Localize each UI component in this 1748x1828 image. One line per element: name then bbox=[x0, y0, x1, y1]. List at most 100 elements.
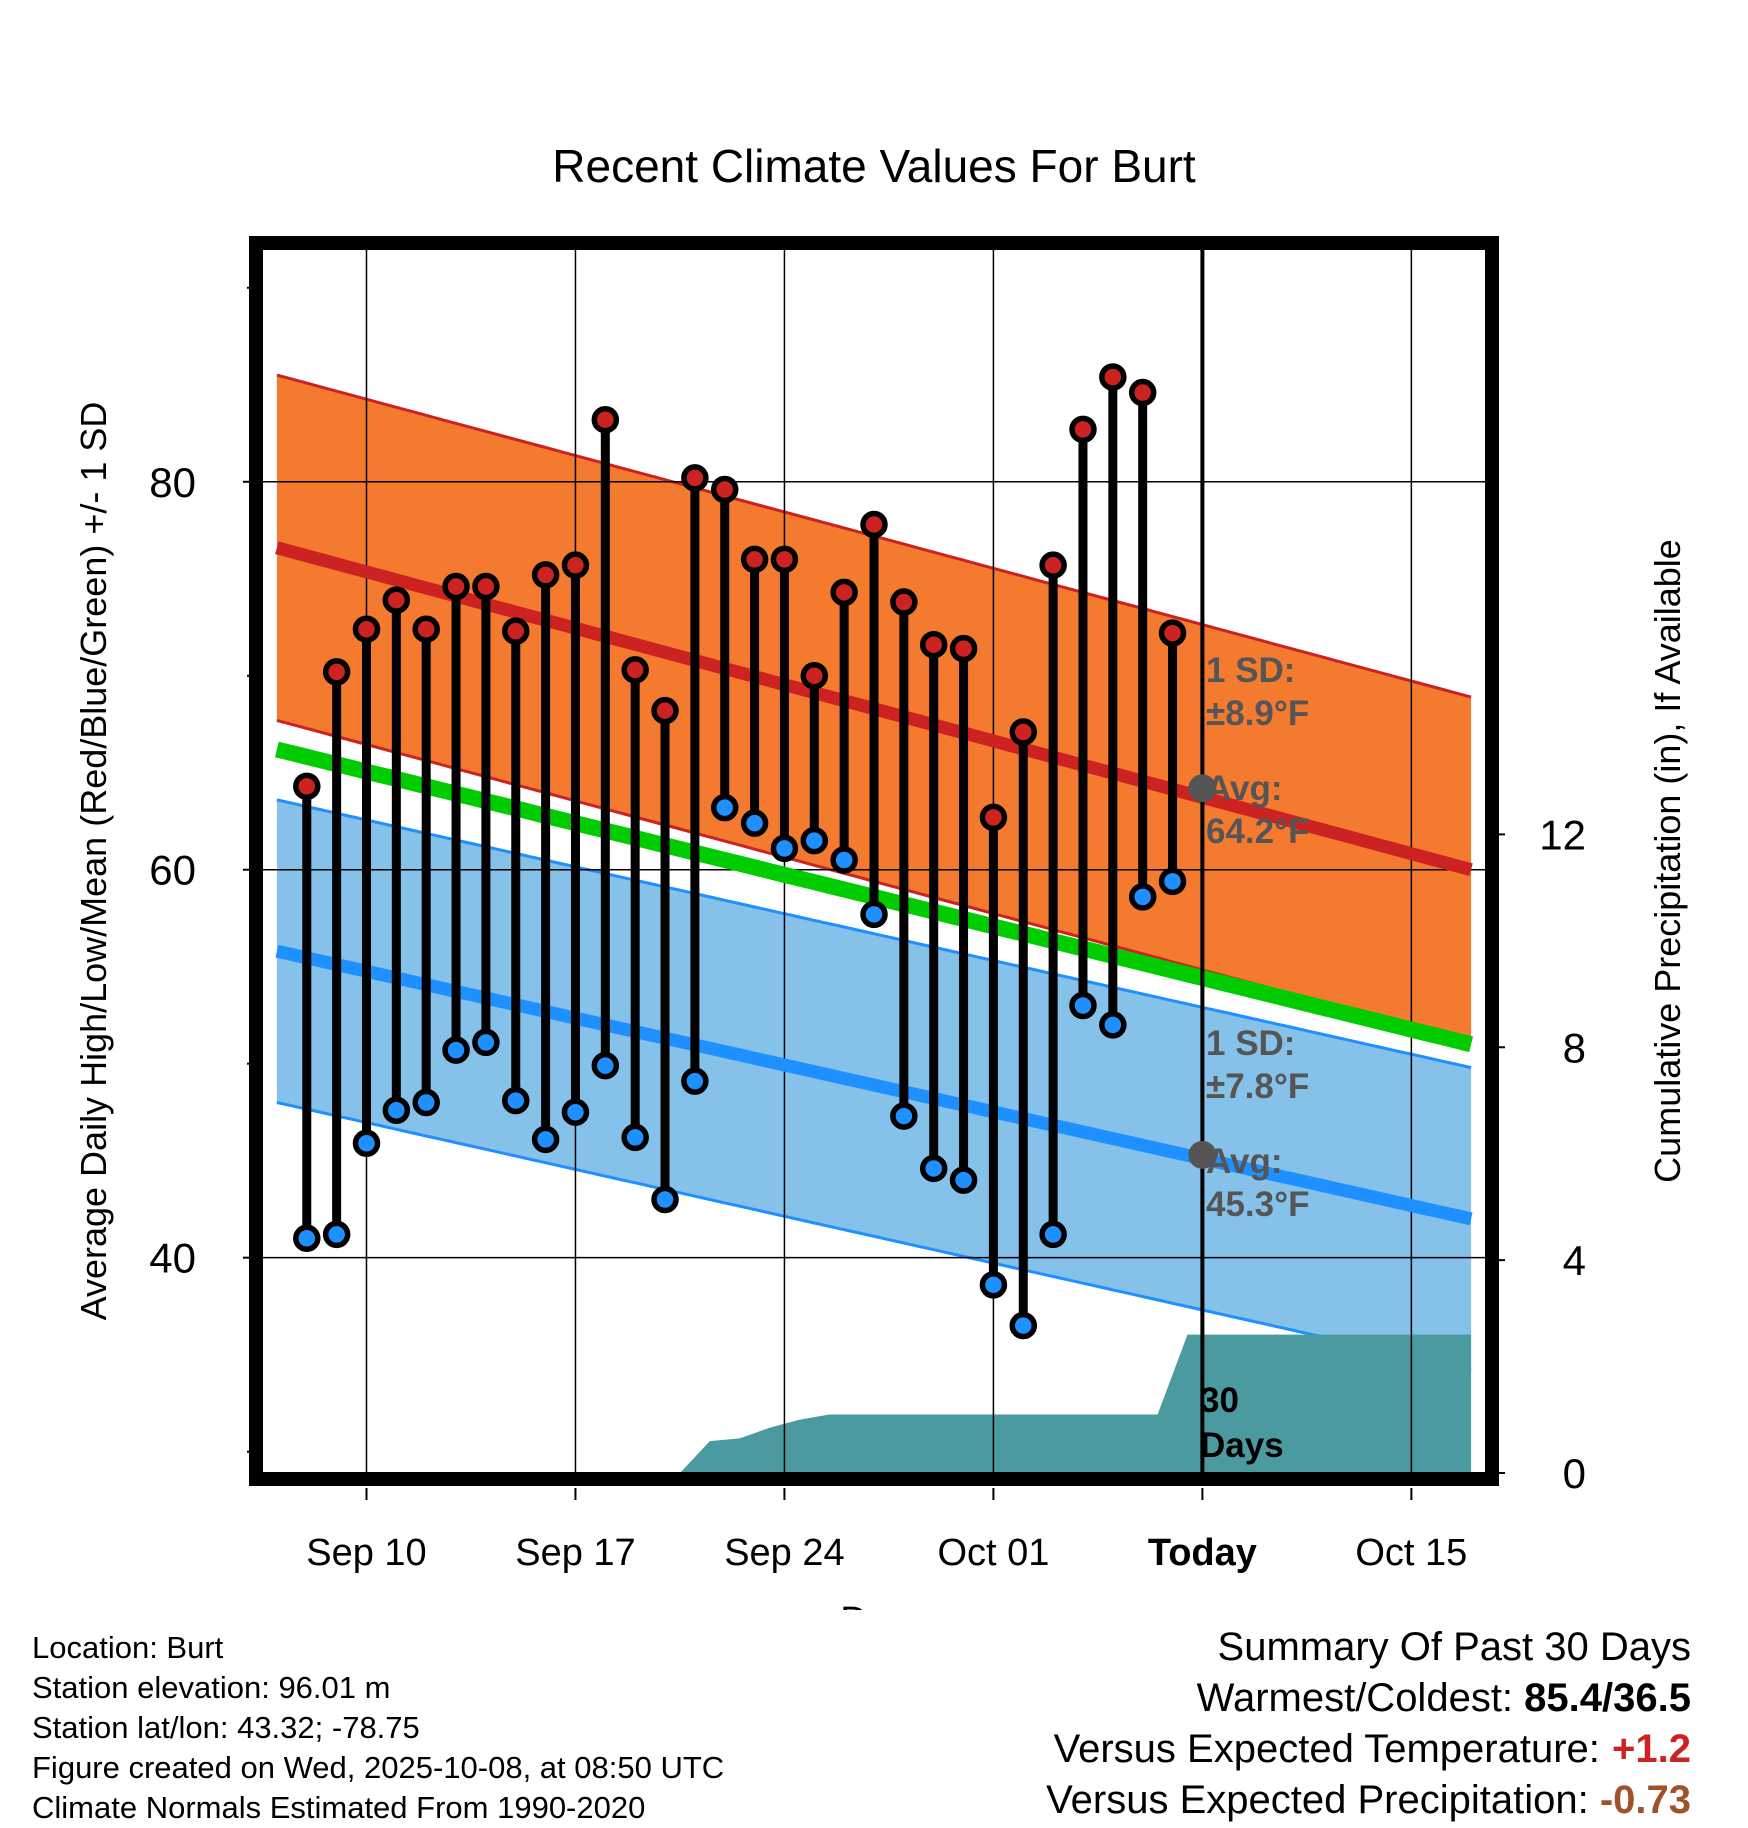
daily-low-point bbox=[1128, 883, 1157, 911]
daily-low-point bbox=[651, 1185, 679, 1214]
high-avg-label: Avg: bbox=[1206, 769, 1282, 808]
daily-low-point bbox=[472, 1028, 500, 1057]
daily-high-point bbox=[1128, 378, 1157, 407]
y-axis-label: Average Daily High/Low/Mean (Red/Blue/Gr… bbox=[73, 402, 114, 1321]
daily-low-point bbox=[293, 1224, 321, 1253]
daily-high-point bbox=[770, 545, 799, 574]
daily-high-point bbox=[710, 475, 739, 504]
daily-low-point bbox=[591, 1051, 620, 1080]
daily-high-point bbox=[740, 545, 769, 574]
daily-high-point bbox=[681, 464, 709, 492]
x-tick-label: Sep 24 bbox=[724, 1532, 844, 1574]
daily-high-point bbox=[502, 617, 530, 645]
warmest-coldest-label: Warmest/Coldest: bbox=[1196, 1676, 1514, 1720]
station-latlon: Station lat/lon: 43.32; -78.75 bbox=[32, 1710, 420, 1745]
daily-high-point bbox=[800, 662, 829, 690]
daily-low-point bbox=[681, 1067, 709, 1095]
cumulative-precip-area bbox=[276, 1334, 1472, 1473]
daily-high-point bbox=[322, 658, 351, 686]
y2-tick-label: 8 bbox=[1563, 1024, 1586, 1071]
daily-high-point bbox=[442, 572, 470, 601]
low-avg-label: Avg: bbox=[1206, 1142, 1282, 1181]
daily-low-point bbox=[919, 1154, 948, 1183]
daily-high-point bbox=[949, 634, 978, 663]
climate-chart: Recent Climate Values For Burt 1 SD: ±8.… bbox=[73, 140, 1688, 1610]
summary-precip: Versus Expected Precipitation: -0.73 bbox=[1046, 1775, 1691, 1826]
x-tick-label: Oct 15 bbox=[1355, 1532, 1467, 1574]
station-elevation: Station elevation: 96.01 m bbox=[32, 1670, 391, 1705]
daily-high-point bbox=[1009, 718, 1038, 746]
temp-label: Versus Expected Temperature: bbox=[1053, 1727, 1600, 1771]
period-label-number: 30 bbox=[1200, 1381, 1239, 1420]
daily-low-point bbox=[442, 1036, 470, 1064]
daily-low-point bbox=[1069, 991, 1097, 1020]
normal-low-lower-line bbox=[276, 1101, 1472, 1372]
y-tick-label: 40 bbox=[149, 1235, 196, 1282]
station-location: Location: Burt bbox=[32, 1630, 224, 1665]
daily-low-point bbox=[770, 834, 799, 863]
daily-low-point bbox=[740, 809, 769, 837]
daily-low-point bbox=[949, 1166, 978, 1194]
daily-low-point bbox=[322, 1220, 351, 1249]
daily-high-point bbox=[293, 772, 321, 801]
daily-high-point bbox=[651, 696, 679, 725]
daily-high-point bbox=[591, 405, 620, 434]
daily-low-point bbox=[860, 900, 888, 929]
daily-high-point bbox=[1158, 619, 1187, 647]
x-tick-label: Today bbox=[1148, 1532, 1257, 1574]
daily-low-point bbox=[890, 1102, 918, 1130]
high-avg-value: 64.2°F bbox=[1206, 812, 1310, 851]
high-sd-value: ±8.9°F bbox=[1206, 694, 1309, 733]
low-avg-value: 45.3°F bbox=[1206, 1185, 1310, 1224]
chart-title: Recent Climate Values For Burt bbox=[552, 140, 1196, 192]
daily-high-point bbox=[1069, 415, 1097, 444]
daily-low-point bbox=[1009, 1311, 1038, 1340]
y-tick-label: 80 bbox=[149, 459, 196, 506]
daily-low-point bbox=[979, 1271, 1008, 1299]
daily-low-point bbox=[531, 1125, 560, 1154]
summary-title: Summary Of Past 30 Days bbox=[1217, 1625, 1691, 1669]
daily-markers bbox=[293, 363, 1187, 1340]
daily-high-point bbox=[561, 551, 590, 579]
daily-high-point bbox=[531, 561, 560, 589]
daily-low-point bbox=[621, 1123, 649, 1152]
summary-panel: Summary Of Past 30 Days Warmest/Coldest:… bbox=[1046, 1622, 1691, 1826]
daily-high-point bbox=[830, 578, 858, 607]
y2-tick-label: 12 bbox=[1539, 811, 1586, 858]
low-sd-value: ±7.8°F bbox=[1206, 1067, 1309, 1106]
daily-low-point bbox=[1039, 1220, 1067, 1249]
daily-high-point bbox=[1039, 551, 1067, 579]
daily-high-point bbox=[352, 615, 381, 643]
y2-axis-label: Cumulative Precipitation (in), If Availa… bbox=[1647, 539, 1688, 1183]
warmest-coldest-value: 85.4/36.5 bbox=[1524, 1676, 1691, 1720]
daily-high-point bbox=[919, 630, 948, 659]
axes: Sep 10 Sep 17 Sep 24 Oct 01 Today Oct 1540608… bbox=[149, 286, 1586, 1574]
daily-high-point bbox=[412, 615, 440, 643]
normal-low-line bbox=[275, 944, 1473, 1226]
summary-warmest-coldest: Warmest/Coldest: 85.4/36.5 bbox=[1046, 1673, 1691, 1724]
daily-low-point bbox=[1158, 867, 1187, 896]
figure-created: Figure created on Wed, 2025-10-08, at 08… bbox=[32, 1750, 725, 1785]
low-sd-label: 1 SD: bbox=[1206, 1024, 1295, 1063]
daily-range-stems bbox=[302, 377, 1178, 1326]
daily-high-point bbox=[472, 572, 500, 601]
daily-high-point bbox=[979, 803, 1008, 832]
y2-tick-label: 0 bbox=[1563, 1450, 1586, 1497]
daily-low-point bbox=[412, 1088, 440, 1117]
high-sd-label: 1 SD: bbox=[1206, 651, 1295, 690]
period-label-unit: Days bbox=[1200, 1426, 1284, 1465]
summary-temp: Versus Expected Temperature: +1.2 bbox=[1046, 1724, 1691, 1775]
y2-tick-label: 4 bbox=[1563, 1237, 1586, 1284]
daily-low-point bbox=[800, 826, 829, 855]
daily-low-point bbox=[1099, 1011, 1127, 1039]
daily-high-point bbox=[621, 656, 649, 684]
precip-label: Versus Expected Precipitation: bbox=[1046, 1778, 1589, 1822]
plot-frame bbox=[249, 236, 1499, 1486]
daily-high-point bbox=[890, 588, 918, 616]
daily-low-point bbox=[352, 1129, 381, 1157]
daily-low-point bbox=[382, 1096, 411, 1125]
daily-low-point bbox=[830, 846, 858, 874]
station-info: Location: Burt Station elevation: 96.01 … bbox=[32, 1628, 724, 1828]
x-tick-label: Sep 17 bbox=[515, 1532, 635, 1574]
climate-normals: Climate Normals Estimated From 1990-2020 bbox=[32, 1790, 646, 1825]
